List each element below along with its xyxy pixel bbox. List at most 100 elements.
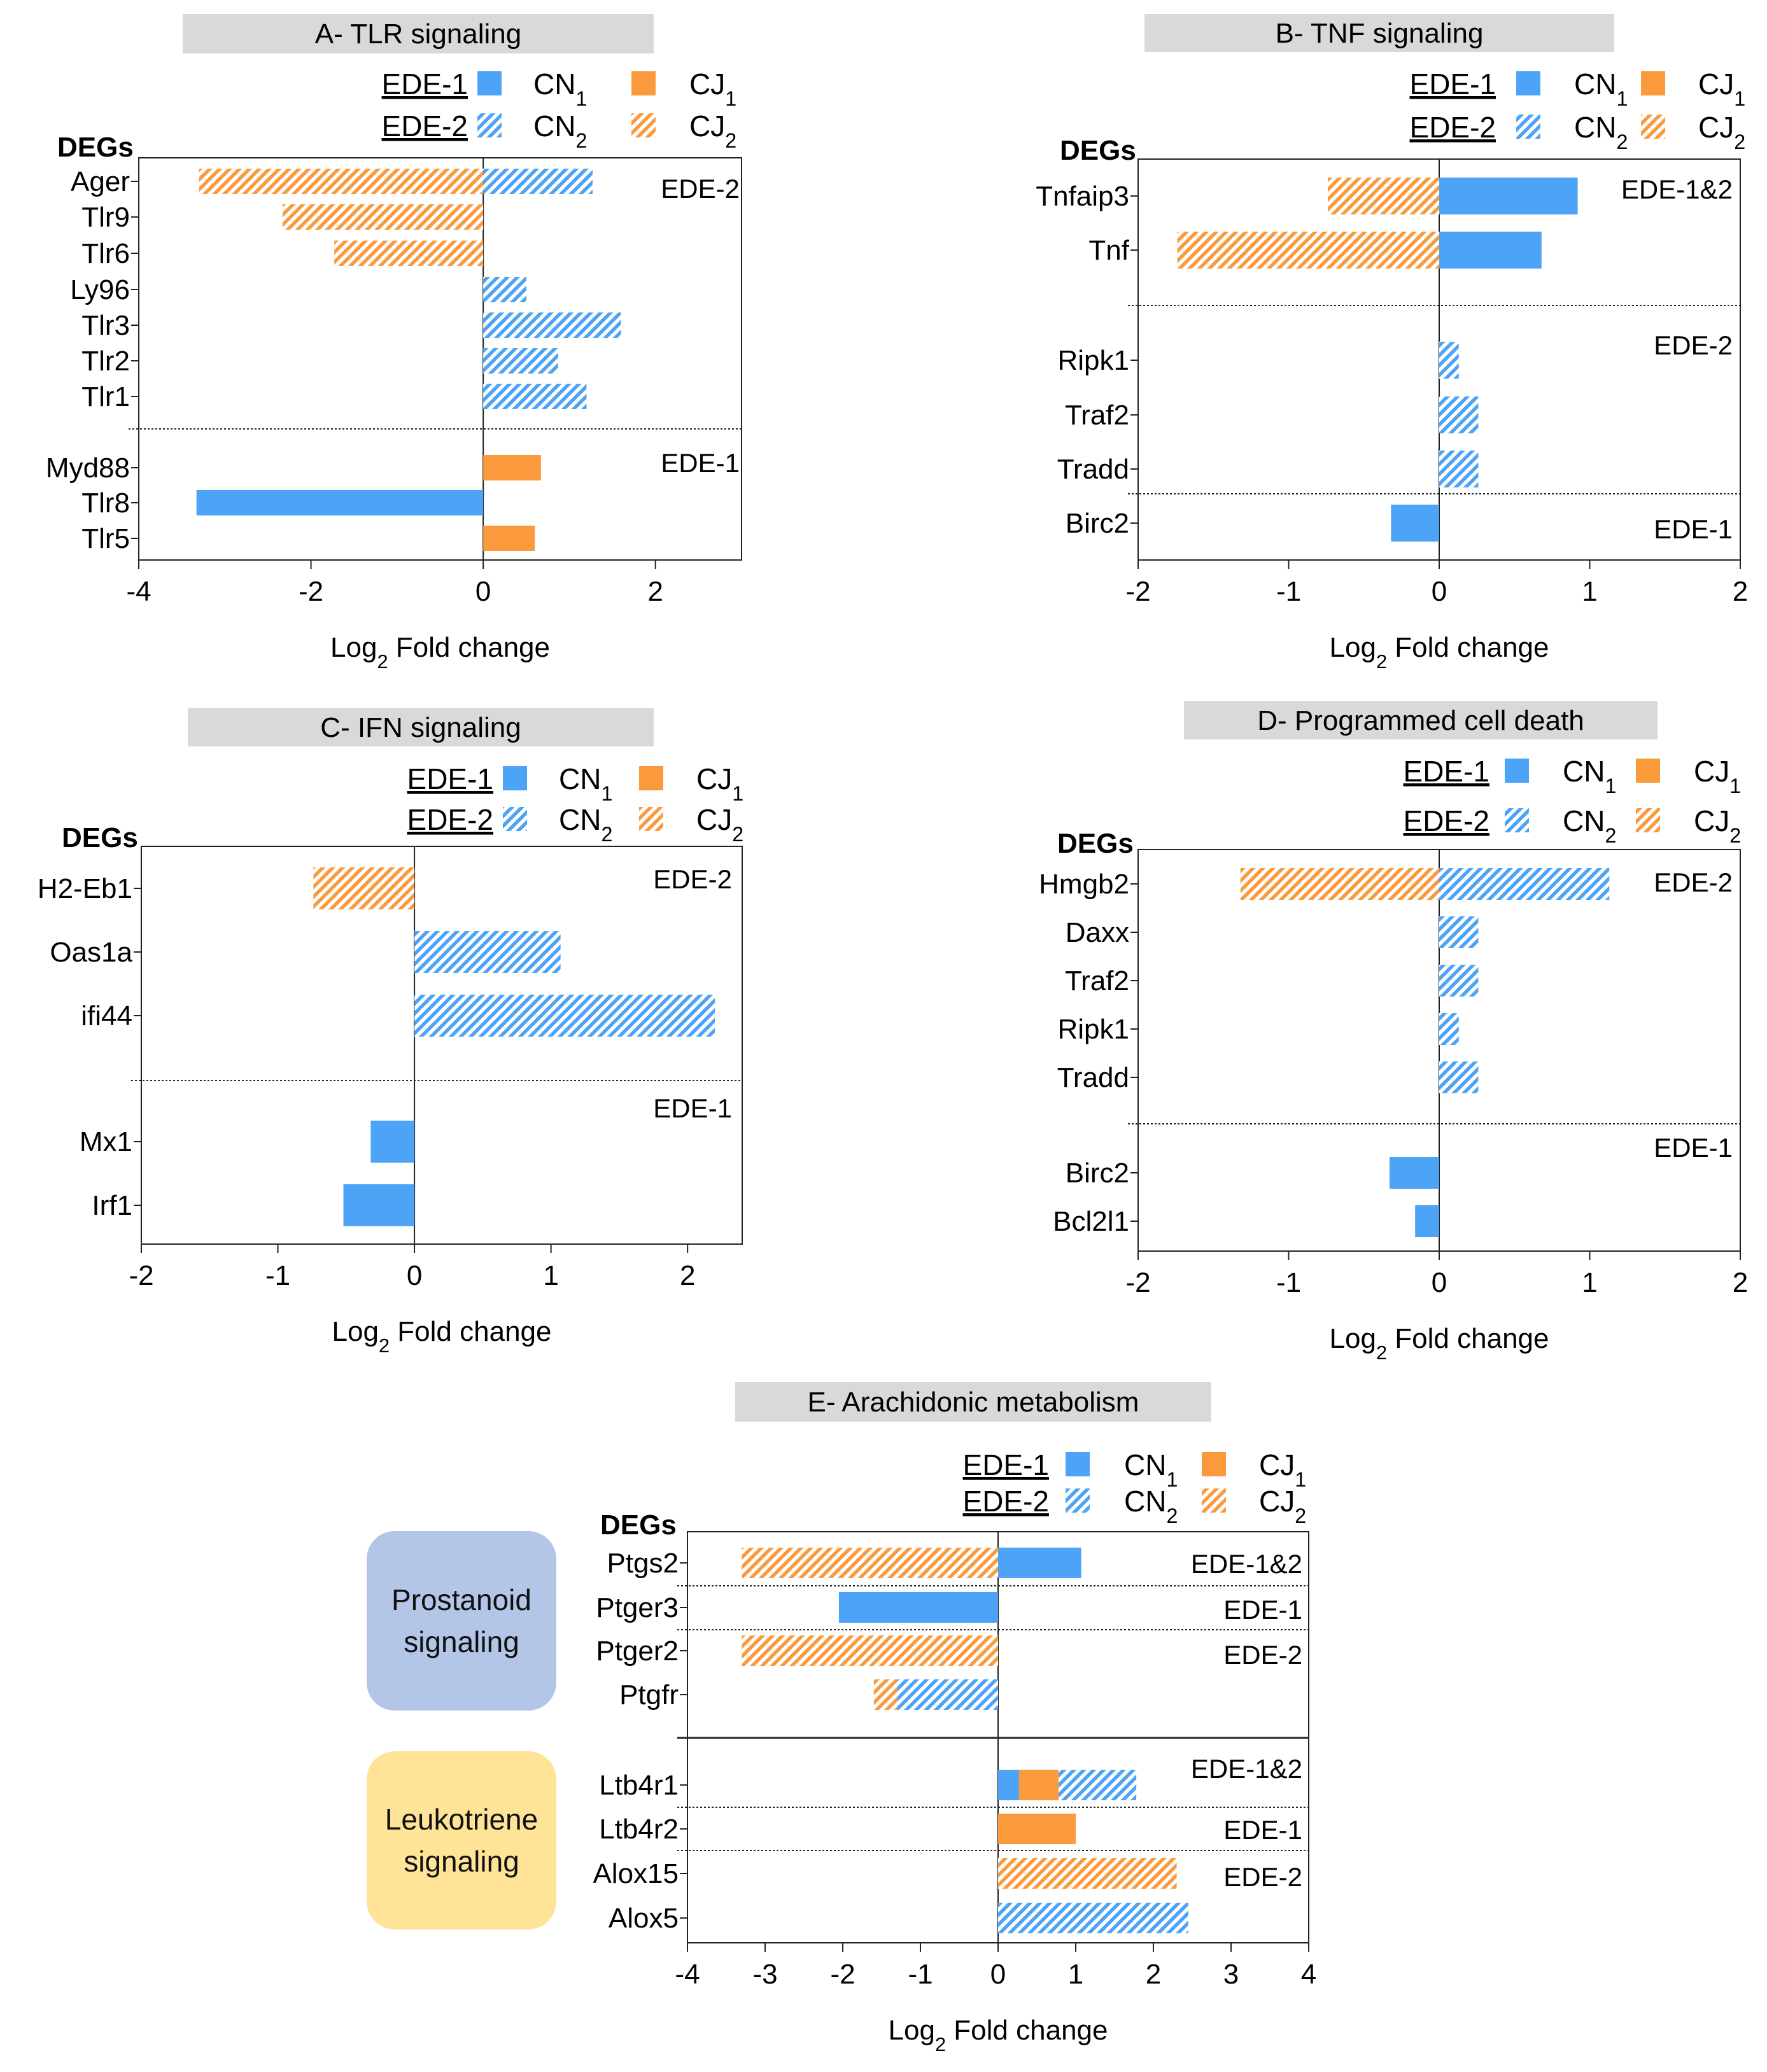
panel-d-bar-hmgb2-cj2 [1240, 868, 1439, 900]
panel-a: A- TLR signaling EDE-1 CN1 CJ1 EDE-2 CN2 CJ2 DE… [46, 14, 742, 673]
panel-d-legend-ede1-cn-swatch [1505, 759, 1529, 783]
panel-c-bar-ifi44-cn2 [414, 995, 715, 1037]
panel-c-title: C- IFN signaling [320, 712, 521, 743]
panel-a-category-tlr5: Tlr5 [81, 523, 130, 554]
panel-e-legend-ede1-label: EDE-1 [963, 1448, 1049, 1481]
panel-d-legend-ede1-cn-label: CN1 [1563, 755, 1616, 797]
panel-e-section-label-5: EDE-1 [1223, 1815, 1302, 1845]
panel-d-xaxis-label: Log2 Fold change [1330, 1323, 1549, 1364]
panel-c-category-h2-eb1: H2-Eb1 [38, 873, 132, 904]
panel-e-xaxis-label: Log2 Fold change [889, 2015, 1108, 2055]
panel-a-bar-tlr2-cn2 [483, 348, 558, 374]
panel-c-xtick-label--2: -2 [129, 1260, 153, 1291]
panel-b-legend-ede1-cj-swatch [1641, 71, 1665, 95]
panel-a-legend-ede1-cn-swatch [477, 71, 502, 95]
prostanoid-label-line1: Prostanoid [391, 1583, 532, 1616]
panel-d-legend-ede1-cj-swatch [1636, 759, 1660, 783]
panel-b-legend-ede1-cj-label: CJ1 [1698, 67, 1745, 110]
panel-e-category-alox15: Alox15 [593, 1858, 679, 1889]
panel-c-legend-ede2-cj-swatch [639, 807, 663, 831]
panel-e-section-label-3: EDE-2 [1223, 1640, 1302, 1670]
panel-a-category-tlr6: Tlr6 [81, 238, 130, 269]
panel-b-bar-tnfaip3-cj2 [1327, 178, 1439, 214]
panel-e-bar-ptgs2-cn1 [998, 1548, 1081, 1578]
panel-b-bar-tnfaip3-cn1 [1439, 178, 1578, 214]
panel-a-legend-ede2-cj-swatch [631, 113, 656, 137]
panel-e-category-alox5: Alox5 [609, 1903, 679, 1934]
panel-b-section-label-2: EDE-2 [1654, 330, 1733, 360]
panel-c-section-label-1: EDE-2 [653, 864, 732, 894]
panel-b-legend-ede1-label: EDE-1 [1410, 67, 1496, 101]
panel-b-category-tnfaip3: Tnfaip3 [1036, 181, 1129, 212]
panel-a-title-box [183, 14, 654, 53]
panel-d-legend-ede2-cn-swatch [1505, 808, 1529, 832]
panel-e-xtick-label-1: 1 [1068, 1959, 1083, 1990]
panel-b-title-box [1144, 14, 1614, 52]
panel-e-bar-ptger3-cn1 [838, 1592, 998, 1623]
panel-c-xaxis-label: Log2 Fold change [332, 1316, 552, 1357]
panel-e-bar-ptgfr-cn2 [897, 1679, 998, 1710]
leukotriene-signaling-box: Leukotriene signaling [367, 1751, 556, 1929]
panel-e-bar-ltb4r1-cn1 [998, 1770, 1019, 1800]
panel-d-bar-tradd-cn2 [1439, 1061, 1479, 1093]
panel-e-legend-ede2-cj-label: CJ2 [1259, 1485, 1306, 1527]
panel-b-title: B- TNF signaling [1276, 18, 1484, 49]
leukotriene-label-line1: Leukotriene [384, 1803, 539, 1836]
panel-a-xtick-label--4: -4 [126, 576, 151, 607]
panel-c-title-box [188, 708, 654, 746]
panel-b-bar-traf2-cn2 [1439, 396, 1479, 433]
panel-b-legend-ede1-cn-label: CN1 [1574, 67, 1628, 110]
panel-c-category-ifi44: ifi44 [81, 1000, 132, 1032]
panel-c-xtick-label-2: 2 [680, 1260, 695, 1291]
panel-e-xtick-label--1: -1 [908, 1959, 933, 1990]
panel-c-bar-irf1-cn1 [343, 1184, 415, 1226]
panel-c-legend-ede2-cn-swatch [503, 807, 527, 831]
panel-d-category-daxx: Daxx [1066, 917, 1129, 948]
panel-d-xtick-label-2: 2 [1733, 1267, 1748, 1298]
panel-d-xtick-label--2: -2 [1125, 1267, 1150, 1298]
panel-b-xtick-label--1: -1 [1276, 576, 1301, 607]
panel-d-degs-header: DEGs [1057, 828, 1134, 859]
panel-b-bar-birc2-cn1 [1391, 505, 1439, 542]
panel-a-category-tlr1: Tlr1 [81, 381, 130, 412]
panel-a-xtick-label-2: 2 [647, 576, 663, 607]
panel-a-bar-ly96-cn2 [483, 277, 526, 302]
panel-d-bar-daxx-cn2 [1439, 916, 1479, 948]
panel-a-legend-ede1-cj-label: CJ1 [689, 67, 736, 110]
panel-a-bar-tlr1-cn2 [483, 384, 587, 409]
panel-d: D- Programmed cell death EDE-1 CN1 CJ1 EDE-2… [1039, 701, 1748, 1364]
panel-a-legend-ede1-cj-swatch [631, 71, 656, 95]
panel-a-category-ager: Ager [71, 166, 130, 197]
panel-a-plot-frame [138, 157, 742, 561]
panel-c-section-label-2: EDE-1 [653, 1093, 732, 1123]
panel-e-xtick-label-3: 3 [1223, 1959, 1239, 1990]
panel-c-legend-ede1-cj-swatch [639, 766, 663, 790]
panel-c-category-mx1: Mx1 [80, 1126, 132, 1158]
panel-b: B- TNF signaling EDE-1 CN1 CJ1 EDE-2 CN2 CJ2 DE… [1036, 14, 1748, 673]
panel-e-bar-ptgs2-cj2 [742, 1548, 998, 1578]
panel-d-title: D- Programmed cell death [1257, 705, 1584, 736]
panel-d-bar-hmgb2-cn2 [1439, 868, 1610, 900]
panel-c-bar-mx1-cn1 [370, 1121, 415, 1163]
panel-a-legend-ede1-label: EDE-1 [382, 67, 468, 101]
panel-d-xtick-label-1: 1 [1582, 1267, 1597, 1298]
panel-a-bar-myd88-cj1 [483, 455, 541, 480]
panel-a-bar-tlr5-cj1 [483, 526, 535, 551]
panel-d-bar-birc2-cn1 [1389, 1157, 1439, 1189]
panel-e-legend-ede2-label: EDE-2 [963, 1485, 1049, 1518]
panel-b-bar-tradd-cn2 [1439, 451, 1479, 487]
panel-b-legend-ede2-label: EDE-2 [1410, 111, 1496, 144]
panel-d-bar-ripk1-cn2 [1439, 1013, 1459, 1045]
panel-e-category-ptger3: Ptger3 [596, 1592, 679, 1623]
panel-a-legend-ede2-cn-swatch [477, 113, 502, 137]
panel-b-legend-ede2-cj-swatch [1641, 115, 1665, 139]
panel-a-category-ly96: Ly96 [70, 274, 130, 305]
panel-b-legend-ede2-cj-label: CJ2 [1698, 111, 1745, 153]
panel-d-category-birc2: Birc2 [1066, 1158, 1129, 1189]
panel-c-bar-oas1a-cn2 [414, 931, 561, 973]
panel-b-xtick-label-2: 2 [1733, 576, 1748, 607]
panel-e-xtick-label--3: -3 [752, 1959, 777, 1990]
panel-a-bar-tlr3-cn2 [483, 312, 621, 338]
panel-d-legend-ede1-cj-label: CJ1 [1694, 755, 1741, 797]
